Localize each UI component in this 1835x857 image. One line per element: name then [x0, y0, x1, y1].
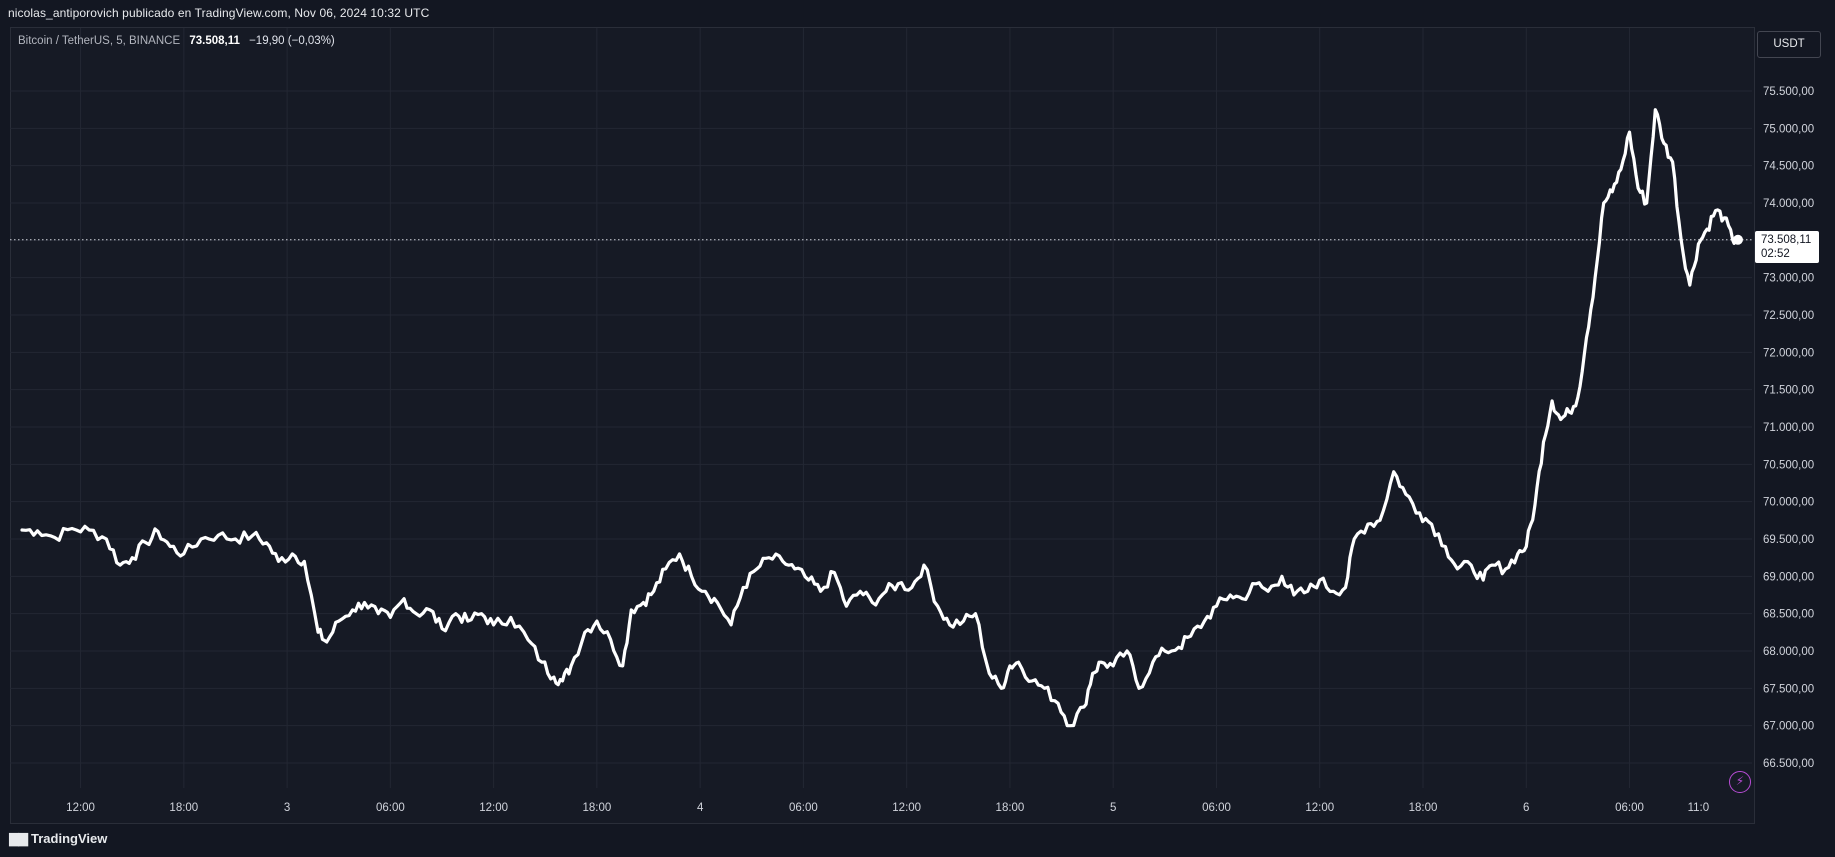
price-tag-value: 73.508,11	[1761, 234, 1812, 246]
legend-last-price: 73.508,11	[189, 35, 240, 47]
y-tick-label: 66.500,00	[1763, 758, 1814, 770]
last-price-tag: 73.508,11 02:52	[1755, 231, 1819, 263]
y-tick-label: 75.500,00	[1763, 86, 1814, 98]
x-tick-label: 12:00	[479, 802, 508, 814]
legend-change: −19,90 (−0,03%)	[249, 35, 335, 47]
y-tick-label: 69.000,00	[1763, 571, 1814, 583]
x-tick-label: 18:00	[996, 802, 1025, 814]
tradingview-logo-icon: ▇▇	[9, 831, 28, 846]
y-tick-label: 72.500,00	[1763, 310, 1814, 322]
y-tick-label: 72.000,00	[1763, 347, 1814, 359]
last-price-dot	[1732, 234, 1743, 245]
x-tick-label: 3	[284, 802, 290, 814]
y-tick-label: 71.500,00	[1763, 385, 1814, 397]
y-tick-label: 69.500,00	[1763, 534, 1814, 546]
price-tag-countdown: 02:52	[1761, 248, 1790, 260]
x-tick-label: 12:00	[66, 802, 95, 814]
symbol-name: Bitcoin / TetherUS, 5, BINANCE	[18, 35, 181, 47]
x-axis-ticks: 12:00 18:00 3 06:00 12:00 18:00 4 06:00 12:00 18:…	[66, 802, 1709, 814]
x-tick-label: 06:00	[376, 802, 405, 814]
y-tick-label: 70.000,00	[1763, 497, 1814, 509]
x-tick-label: 18:00	[582, 802, 611, 814]
tradingview-logo[interactable]: ▇▇ TradingView	[9, 831, 107, 847]
x-tick-label: 5	[1110, 802, 1116, 814]
x-tick-label: 12:00	[892, 802, 921, 814]
symbol-legend: Bitcoin / TetherUS, 5, BINANCE 73.508,11…	[18, 35, 335, 47]
x-tick-label: 06:00	[1202, 802, 1231, 814]
grid-lines	[10, 28, 1752, 788]
brand-name: TradingView	[31, 831, 108, 846]
x-tick-label: 12:00	[1305, 802, 1334, 814]
y-tick-label: 75.000,00	[1763, 123, 1814, 135]
y-tick-label: 68.500,00	[1763, 609, 1814, 621]
y-axis-ticks: 66.500,00 67.000,00 67.500,00 68.000,00 68.5…	[1763, 86, 1814, 770]
lightning-icon[interactable]: ⚡︎	[1729, 771, 1751, 793]
x-tick-label: 4	[697, 802, 704, 814]
x-tick-label: 06:00	[789, 802, 818, 814]
y-tick-label: 68.000,00	[1763, 646, 1814, 658]
y-tick-label: 74.500,00	[1763, 161, 1814, 173]
y-tick-label: 67.000,00	[1763, 721, 1814, 733]
x-tick-label: 18:00	[1409, 802, 1438, 814]
publisher-header: nicolas_antiporovich publicado en Tradin…	[8, 6, 430, 20]
currency-button[interactable]: USDT	[1757, 31, 1821, 58]
y-tick-label: 73.000,00	[1763, 273, 1814, 285]
x-tick-label: 06:00	[1615, 802, 1644, 814]
x-tick-label: 18:00	[169, 802, 198, 814]
y-tick-label: 71.000,00	[1763, 422, 1814, 434]
chart-pane[interactable]	[10, 27, 1755, 824]
x-tick-label: 11:0	[1688, 802, 1710, 814]
y-tick-label: 74.000,00	[1763, 198, 1814, 210]
btc-price-line	[20, 108, 1740, 728]
y-tick-label: 67.500,00	[1763, 683, 1814, 695]
x-tick-label: 6	[1523, 802, 1529, 814]
y-tick-label: 70.500,00	[1763, 459, 1814, 471]
